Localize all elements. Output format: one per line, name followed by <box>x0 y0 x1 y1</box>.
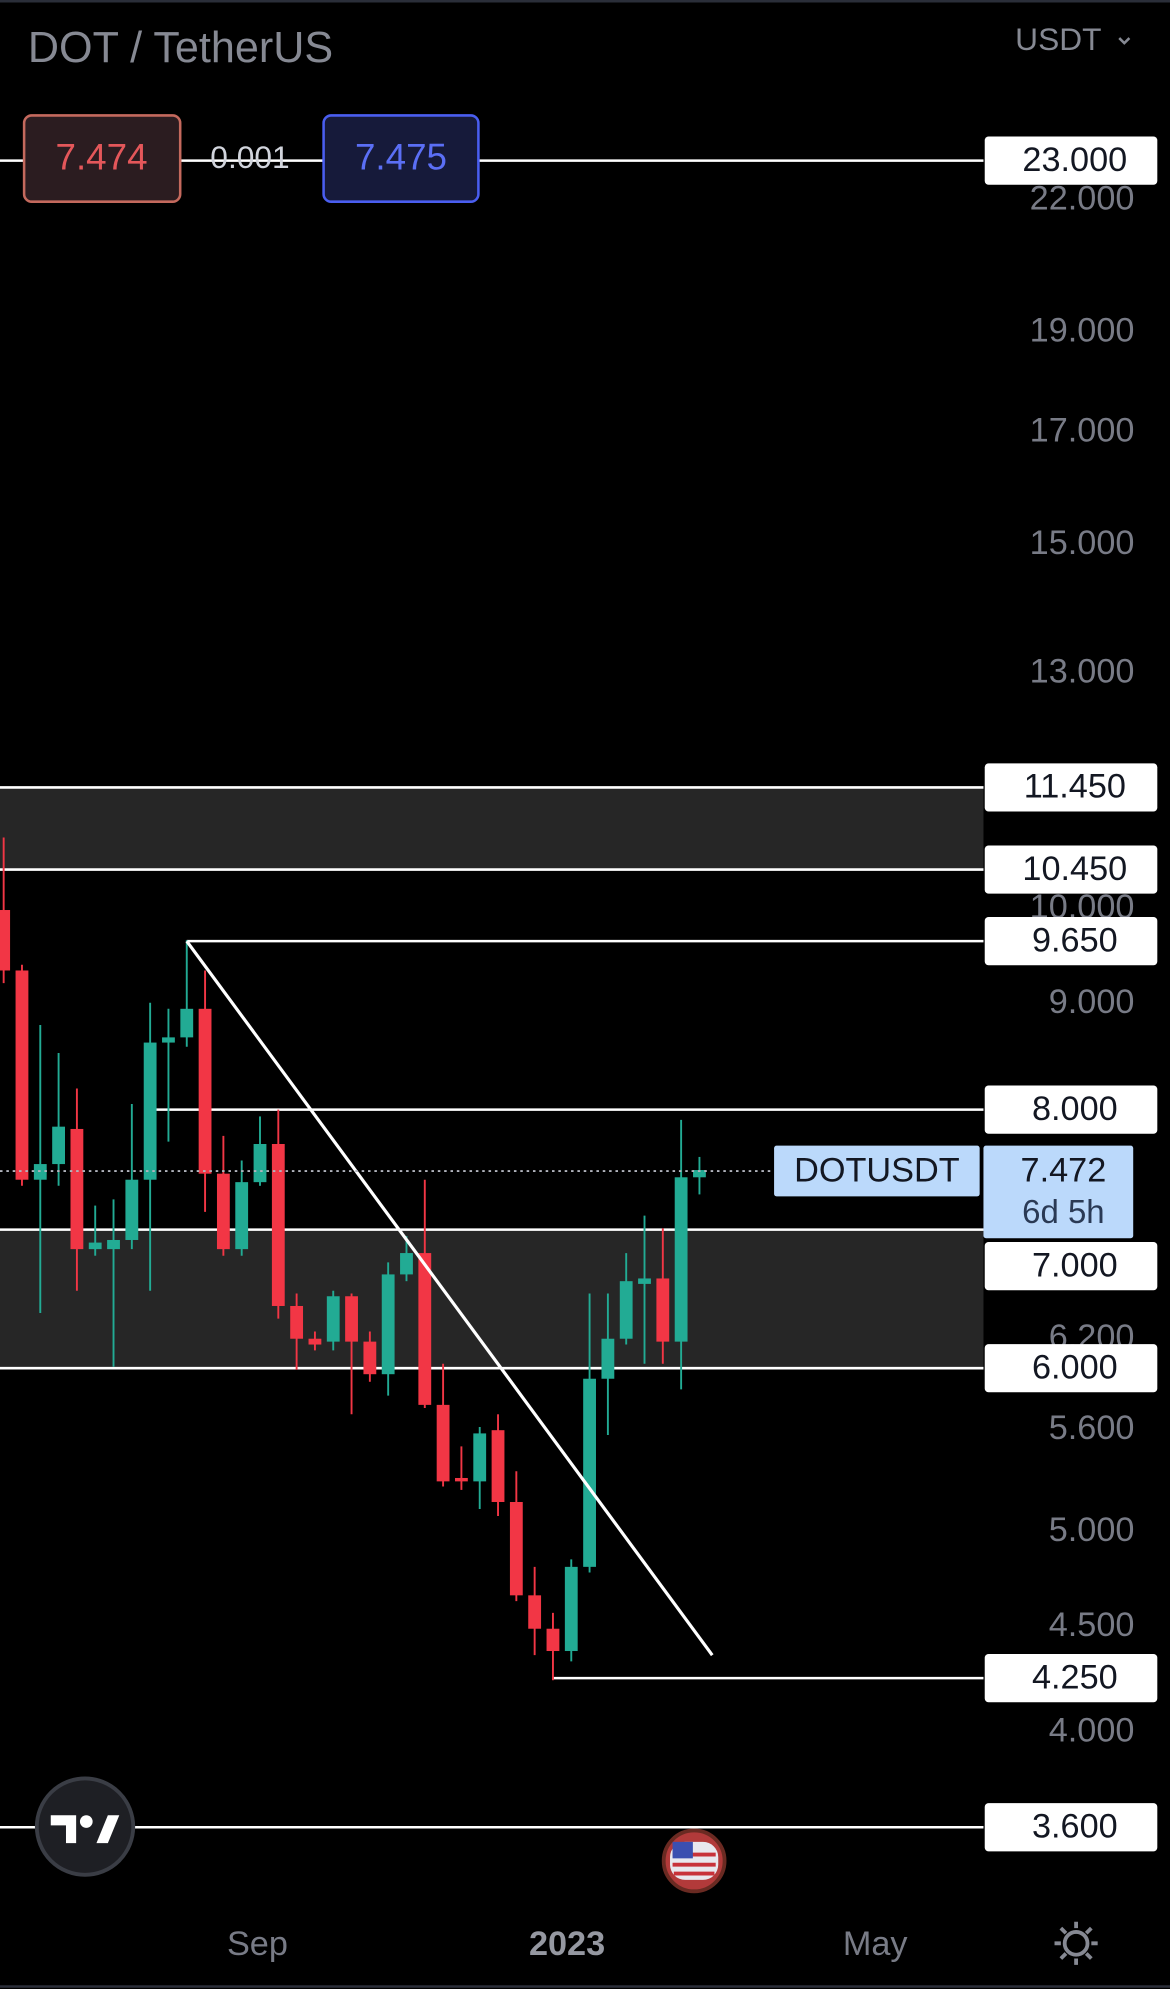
candle-body <box>180 1008 194 1038</box>
candle-body <box>564 1566 578 1652</box>
candle-body <box>638 1278 651 1284</box>
candle-body <box>656 1278 670 1342</box>
level-label: 23.000 <box>1022 141 1127 179</box>
y-tick-label: 4.000 <box>1049 1712 1135 1750</box>
candle-body <box>473 1433 487 1482</box>
level-label: 11.450 <box>1024 768 1126 806</box>
candle-body <box>198 1008 212 1174</box>
level-label: 3.600 <box>1032 1808 1118 1846</box>
candle-body <box>528 1595 542 1629</box>
candle-body <box>143 1042 157 1180</box>
y-tick-label: 15.000 <box>1030 524 1135 562</box>
countdown: 6d 5h <box>1022 1193 1105 1230</box>
settings-icon[interactable] <box>1054 1921 1098 1965</box>
y-tick-label: 17.000 <box>1030 411 1135 449</box>
candle-body <box>70 1128 84 1250</box>
candle-body <box>693 1170 706 1178</box>
candle-body <box>107 1239 120 1250</box>
level-label: 10.450 <box>1022 850 1127 888</box>
candle-body <box>454 1477 468 1482</box>
candle-body <box>491 1430 505 1502</box>
x-tick-label: May <box>843 1925 909 1963</box>
y-tick-label: 13.000 <box>1030 652 1135 690</box>
level-label: 8.000 <box>1032 1090 1118 1128</box>
candle-body <box>88 1242 102 1250</box>
candle-body <box>15 970 29 1180</box>
price-label: 7.472 <box>1021 1151 1107 1189</box>
tradingview-logo[interactable] <box>34 1776 136 1877</box>
sell-button[interactable] <box>22 114 182 203</box>
level-label-box <box>984 1242 1158 1291</box>
level-label-box <box>984 1803 1158 1852</box>
sell-price[interactable]: 7.474 <box>55 137 147 178</box>
chart-title: DOT / TetherUS <box>28 24 333 72</box>
candle-body <box>271 1144 285 1306</box>
candle-body <box>363 1341 377 1375</box>
candle-body <box>436 1404 450 1482</box>
candle-body <box>253 1144 267 1183</box>
level-label: 7.000 <box>1032 1246 1118 1284</box>
level-label: 4.250 <box>1032 1658 1118 1696</box>
y-tick-label: 5.600 <box>1049 1409 1135 1447</box>
plot-area: 22.00019.00017.00015.00013.00010.0009.00… <box>0 136 1158 1963</box>
candle-body <box>162 1037 175 1043</box>
candle-body <box>235 1182 249 1250</box>
symbol-label: DOTUSDT <box>794 1151 960 1189</box>
candle-body <box>290 1305 304 1339</box>
candle-body <box>400 1253 413 1275</box>
candle-body <box>509 1501 523 1596</box>
symbol-label-box <box>774 1145 980 1197</box>
zone <box>0 1229 984 1369</box>
level-label-box <box>984 1653 1158 1703</box>
candle-body <box>216 1173 230 1250</box>
price-label-box <box>983 1145 1134 1239</box>
candle-body <box>308 1338 322 1345</box>
trendline <box>185 940 714 1657</box>
candle-body <box>0 910 11 971</box>
x-tick-label: Sep <box>227 1925 288 1963</box>
x-tick-label: 2023 <box>529 1925 605 1963</box>
level-label-box <box>984 917 1158 966</box>
candle-body <box>381 1274 395 1375</box>
y-tick-label: 9.000 <box>1049 983 1135 1021</box>
candle-body <box>583 1378 596 1567</box>
candle-body <box>601 1338 615 1379</box>
buy-price[interactable]: 7.475 <box>355 137 447 178</box>
candle-body <box>674 1177 688 1342</box>
spread: 0.001 <box>210 139 289 175</box>
buy-button[interactable] <box>322 114 480 203</box>
candle-body <box>546 1628 560 1652</box>
level-label-box <box>984 845 1158 894</box>
level-label-box <box>984 763 1158 812</box>
y-tick-label: 22.000 <box>1030 180 1135 218</box>
level-label: 9.650 <box>1032 921 1118 959</box>
y-tick-label: 19.000 <box>1030 311 1135 349</box>
currency-caret[interactable] <box>1118 37 1131 45</box>
candle-body <box>418 1253 432 1405</box>
currency[interactable]: USDT <box>1015 21 1101 57</box>
level-label-box <box>984 1344 1158 1393</box>
y-tick-label: 4.500 <box>1049 1606 1135 1644</box>
candle-body <box>125 1179 139 1240</box>
candle-body <box>345 1296 358 1342</box>
level-label-box <box>984 136 1158 185</box>
candle-body <box>619 1281 633 1339</box>
flag-icon[interactable] <box>661 1828 727 1894</box>
zone <box>0 787 984 870</box>
candle-body <box>326 1296 340 1342</box>
level-label: 6.000 <box>1032 1349 1118 1387</box>
candle-body <box>52 1126 65 1165</box>
level-label-box <box>984 1085 1158 1134</box>
y-tick-label: 5.000 <box>1049 1511 1135 1549</box>
